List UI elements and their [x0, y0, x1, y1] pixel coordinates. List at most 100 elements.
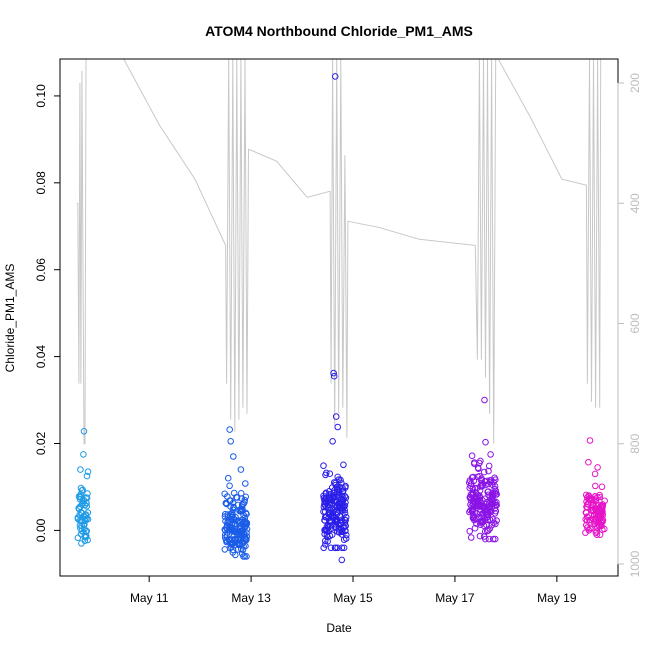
data-point — [330, 494, 338, 501]
data-point — [320, 508, 327, 516]
data-point — [482, 508, 490, 515]
data-point — [224, 474, 232, 482]
data-point — [482, 535, 489, 543]
data-point — [229, 546, 237, 554]
data-point — [601, 525, 608, 533]
data-point — [327, 544, 335, 552]
data-point — [338, 496, 346, 503]
data-point — [474, 473, 482, 481]
data-point — [332, 544, 339, 552]
data-point — [331, 497, 338, 505]
data-point — [466, 527, 474, 535]
data-point — [334, 544, 341, 552]
data-point — [78, 509, 85, 516]
data-point — [84, 468, 92, 476]
data-point — [223, 500, 230, 507]
y-right-tick-label: 400 — [628, 193, 642, 213]
data-point — [466, 477, 474, 484]
data-point — [586, 437, 594, 444]
data-point — [598, 483, 606, 491]
data-point — [334, 473, 342, 481]
data-point — [583, 517, 591, 524]
data-point — [323, 527, 331, 535]
data-point — [334, 528, 341, 535]
data-point — [467, 501, 474, 508]
data-point — [84, 490, 91, 497]
data-point — [81, 501, 89, 509]
data-point — [476, 487, 484, 494]
data-point — [485, 467, 492, 475]
data-point — [491, 499, 499, 506]
points-layer — [74, 73, 609, 564]
data-point — [81, 517, 89, 525]
data-point — [342, 522, 350, 530]
series-1 — [74, 428, 92, 547]
data-point — [82, 532, 90, 540]
y-right-tick-label: 200 — [628, 73, 642, 93]
data-point — [585, 493, 593, 500]
data-point — [84, 536, 91, 544]
data-point — [485, 535, 493, 543]
data-point — [341, 509, 349, 517]
data-point — [601, 497, 609, 505]
data-point — [326, 506, 334, 514]
data-point — [230, 453, 237, 460]
data-point — [227, 438, 234, 445]
data-point — [592, 497, 600, 504]
data-point — [467, 496, 475, 504]
data-point — [479, 481, 487, 489]
data-point — [592, 482, 599, 490]
data-point — [469, 500, 477, 508]
data-point — [239, 527, 246, 534]
data-point — [330, 372, 338, 380]
data-point — [485, 527, 492, 534]
x-tick-label: May 19 — [537, 591, 577, 605]
data-point — [226, 482, 233, 490]
data-point — [473, 493, 481, 501]
data-point — [482, 438, 489, 446]
data-point — [330, 479, 338, 486]
x-axis: May 11 May 13 May 15 May 17 May 19 — [130, 575, 577, 605]
data-point — [491, 510, 499, 517]
data-point — [339, 492, 346, 500]
data-point — [242, 493, 249, 501]
data-point — [342, 535, 350, 542]
data-point — [242, 480, 249, 487]
data-point — [338, 544, 346, 552]
data-point — [79, 486, 86, 494]
data-point — [320, 544, 328, 552]
data-point — [333, 508, 340, 516]
data-point — [485, 500, 493, 508]
data-point — [487, 451, 494, 458]
data-point — [234, 536, 241, 543]
x-tick-label: May 13 — [231, 591, 271, 605]
data-point — [239, 550, 246, 558]
data-point — [476, 532, 484, 540]
data-point — [492, 491, 500, 498]
data-point — [334, 485, 341, 493]
y-right-tick-label: 800 — [628, 433, 642, 453]
data-point — [491, 535, 499, 543]
data-point — [338, 527, 346, 535]
data-point — [481, 495, 489, 503]
data-point — [233, 494, 240, 501]
data-point — [468, 480, 475, 488]
y-tick-label: 0.06 — [34, 258, 48, 282]
data-point — [591, 470, 599, 478]
data-point — [338, 531, 346, 538]
y-right-tick-label: 1000 — [628, 550, 642, 577]
data-point — [78, 540, 85, 547]
data-point — [330, 369, 337, 377]
data-point — [221, 531, 229, 539]
data-point — [241, 496, 248, 504]
data-point — [320, 462, 327, 470]
data-point — [491, 489, 499, 497]
data-point — [77, 494, 84, 501]
x-tick-label: May 15 — [333, 591, 373, 605]
data-point — [477, 457, 484, 465]
data-point — [234, 546, 242, 553]
data-point — [489, 535, 497, 543]
data-point — [74, 534, 82, 542]
y-tick-label: 0.08 — [34, 171, 48, 195]
data-point — [327, 518, 334, 526]
